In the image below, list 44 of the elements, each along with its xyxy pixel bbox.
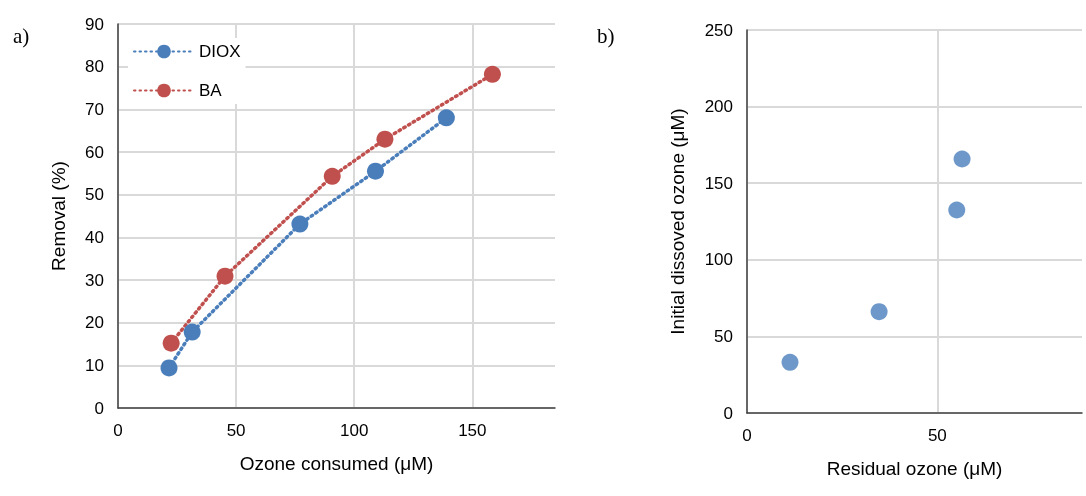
y-tick-label: 200 — [704, 97, 733, 117]
y-tick-label: 250 — [704, 20, 733, 40]
y-tick-label: 10 — [85, 355, 104, 375]
legend-label: DIOX — [199, 42, 241, 61]
point — [483, 65, 501, 83]
point — [216, 267, 234, 285]
y-tick-label: 20 — [85, 313, 104, 333]
point — [437, 109, 455, 127]
point — [953, 150, 971, 168]
y-tick-label: 0 — [94, 398, 104, 418]
chart-title: a) — [13, 23, 30, 48]
point — [948, 201, 966, 219]
y-axis-title: Initial dissoved ozone (μM) — [667, 108, 688, 335]
point — [870, 303, 888, 321]
y-tick-label: 70 — [85, 99, 104, 119]
y-axis-title: Removal (%) — [48, 161, 69, 271]
x-tick-label: 100 — [340, 421, 369, 440]
y-tick-label: 50 — [714, 326, 733, 346]
point — [366, 162, 384, 180]
x-axis-title: Residual ozone (μM) — [826, 458, 1003, 479]
y-tick-label: 60 — [85, 142, 104, 162]
x-tick-label: 0 — [113, 421, 123, 440]
point — [160, 359, 178, 377]
y-tick-label: 50 — [85, 185, 104, 205]
x-tick-label: 150 — [458, 421, 487, 440]
y-tick-label: 40 — [85, 227, 104, 247]
y-tick-label: 0 — [723, 403, 733, 423]
point — [323, 167, 341, 185]
legend-label: BA — [199, 81, 223, 100]
point — [291, 215, 309, 233]
y-tick-label: 80 — [85, 57, 104, 77]
point — [162, 334, 180, 352]
y-tick-label: 90 — [85, 14, 104, 34]
x-axis-title: Ozone consumed (μM) — [239, 453, 434, 474]
x-tick-label: 0 — [742, 426, 752, 445]
y-tick-label: 150 — [704, 173, 733, 193]
point — [781, 353, 799, 371]
chart-title: b) — [597, 23, 615, 48]
x-tick-label: 50 — [927, 426, 947, 445]
x-tick-label: 50 — [226, 421, 246, 440]
y-tick-label: 100 — [704, 250, 733, 270]
y-tick-label: 30 — [85, 270, 104, 290]
point — [376, 130, 394, 148]
point — [183, 323, 201, 341]
